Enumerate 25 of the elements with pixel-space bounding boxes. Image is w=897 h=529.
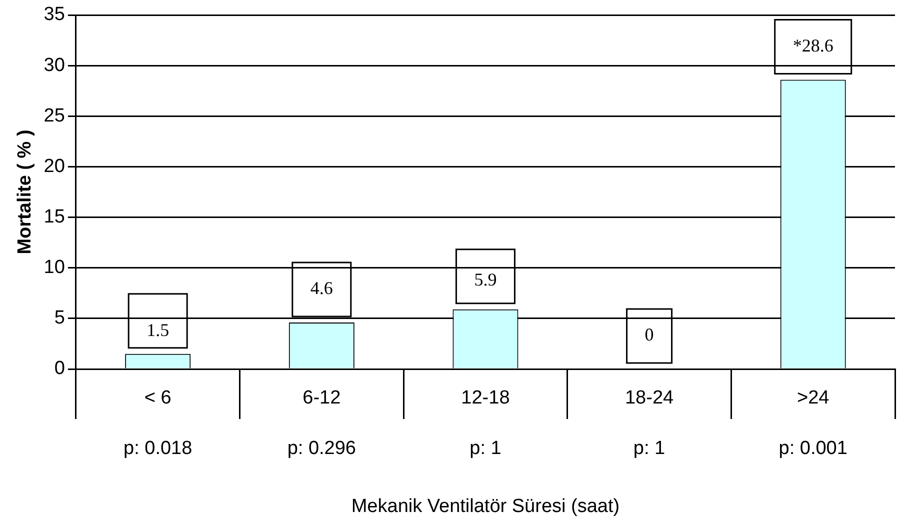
text: p: 1 [633,438,666,460]
y-tick-label: 20 [44,156,65,177]
x-tick-label: 6-12 [302,388,341,409]
data-label: *28.6 [792,35,834,56]
data-label: 5.9 [474,270,497,290]
text: p: 0.001 [778,438,848,460]
y-tick-label: 5 [54,308,65,329]
x-tick-label: < 6 [144,388,172,409]
y-axis-title: Mortalite ( % ) [14,130,36,254]
text: p: 1 [470,438,502,460]
text: p: 0.018 [124,438,192,460]
y-tick-label: 0 [54,358,65,380]
y-tick-label: 25 [44,105,65,126]
x-tick-label: 18-24 [624,388,674,409]
x-axis-title: Mekanik Ventilatör Süresi (saat) [351,496,620,518]
x-tick-label: 12-18 [461,388,510,409]
y-tick-label: 15 [44,206,65,228]
data-label: 4.6 [310,278,333,298]
data-label: 0 [644,324,654,345]
x-tick-label: >24 [796,388,830,409]
text: p: 0.296 [287,438,356,460]
y-tick-label: 10 [44,257,65,278]
data-label: 1.5 [146,320,170,340]
y-tick-label: 35 [44,4,65,26]
y-tick-label: 30 [44,54,65,76]
